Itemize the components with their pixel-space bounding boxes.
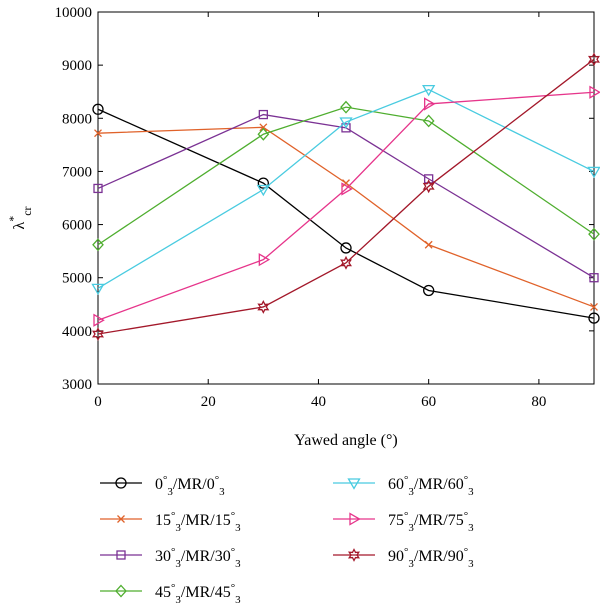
legend-label: 30°3/MR/30°3: [155, 546, 241, 570]
data-point: [258, 253, 271, 267]
series-line: [97, 88, 595, 289]
legend-marker: [117, 515, 125, 523]
data-point: [590, 302, 598, 311]
data-point: [257, 127, 270, 141]
legend-label: 90°3/MR/90°3: [388, 546, 474, 570]
data-point: [92, 327, 104, 341]
legend-label: 45°3/MR/45°3: [155, 582, 241, 604]
data-point: [259, 123, 268, 132]
data-point: [589, 273, 599, 283]
data-point: [339, 117, 353, 129]
chart-series: [91, 52, 600, 341]
series-line: [97, 108, 595, 319]
data-point: [424, 174, 434, 184]
x-tick-label: 40: [311, 394, 326, 410]
y-axis-title-sup: *: [6, 216, 20, 222]
x-tick-label: 60: [421, 394, 436, 410]
data-point: [424, 240, 433, 249]
y-tick-label: 5000: [62, 271, 92, 287]
legend-marker: [347, 478, 361, 490]
data-point: [424, 97, 436, 111]
series-3: [92, 100, 600, 252]
data-point: [588, 227, 600, 241]
data-point: [341, 182, 353, 196]
x-tick-label: 0: [94, 394, 102, 410]
data-point: [587, 166, 600, 179]
series-line: [97, 106, 595, 246]
y-tick-label: 10000: [55, 5, 93, 21]
data-point: [92, 103, 104, 115]
data-point: [340, 255, 352, 270]
legend-marker: [348, 548, 360, 562]
y-axis-title-base: λ: [11, 222, 28, 230]
data-point: [342, 179, 350, 188]
legend-label: 0°3/MR/0°3: [155, 474, 225, 498]
series-5: [93, 85, 600, 327]
legend-label: 75°3/MR/75°3: [388, 510, 474, 534]
data-point: [423, 284, 435, 297]
legend-item: 30°3/MR/30°3: [100, 546, 241, 570]
data-point: [340, 100, 352, 114]
y-tick-label: 3000: [62, 377, 92, 393]
series-4: [91, 84, 600, 296]
series-line: [97, 58, 595, 335]
y-axis-title: λ*cr: [6, 206, 34, 229]
data-point: [94, 129, 102, 138]
data-point: [257, 300, 270, 314]
legend: 0°3/MR/0°3 15°3/MR/15°3 30°3/MR/30°3 45°3/M…: [100, 474, 474, 604]
legend-label: 15°3/MR/15°3: [155, 510, 241, 534]
data-point: [588, 52, 600, 67]
data-point: [588, 312, 600, 324]
series-1: [94, 123, 598, 311]
data-point: [340, 242, 352, 254]
x-tick-label: 20: [201, 394, 216, 410]
legend-marker: [115, 584, 127, 598]
data-point: [256, 184, 270, 197]
legend-item: 15°3/MR/15°3: [100, 510, 241, 534]
legend-marker: [349, 512, 361, 526]
data-point: [422, 179, 435, 194]
data-point: [93, 183, 103, 194]
y-axis-title-sub: cr: [20, 206, 34, 215]
data-point: [422, 84, 436, 97]
series-0: [92, 103, 600, 324]
series-6: [92, 52, 600, 341]
series-line: [97, 126, 595, 308]
data-point: [422, 114, 435, 128]
legend-item: 75°3/MR/75°3: [333, 510, 474, 534]
legend-item: 60°3/MR/60°3: [333, 474, 474, 498]
series-line: [97, 91, 595, 321]
legend-label: 60°3/MR/60°3: [388, 474, 474, 498]
data-point: [93, 313, 105, 327]
y-tick-label: 8000: [62, 111, 92, 127]
y-tick-label: 7000: [62, 164, 92, 180]
data-point: [91, 283, 105, 296]
plot-frame: [97, 11, 595, 385]
data-point: [92, 238, 104, 252]
legend-marker: [116, 550, 126, 560]
x-axis-title: Yawed angle (°): [294, 432, 397, 449]
y-tick-label: 9000: [62, 58, 92, 74]
data-point: [257, 177, 269, 189]
data-point: [589, 85, 600, 99]
y-tick-label: 6000: [62, 218, 92, 234]
legend-item: 90°3/MR/90°3: [333, 546, 474, 570]
x-tick-label: 80: [531, 394, 546, 410]
legend-item: 0°3/MR/0°3: [100, 474, 225, 498]
legend-item: 45°3/MR/45°3: [100, 582, 241, 604]
legend-marker: [115, 477, 127, 489]
data-point: [258, 109, 268, 120]
data-point: [341, 123, 351, 133]
y-tick-label: 4000: [62, 324, 92, 340]
